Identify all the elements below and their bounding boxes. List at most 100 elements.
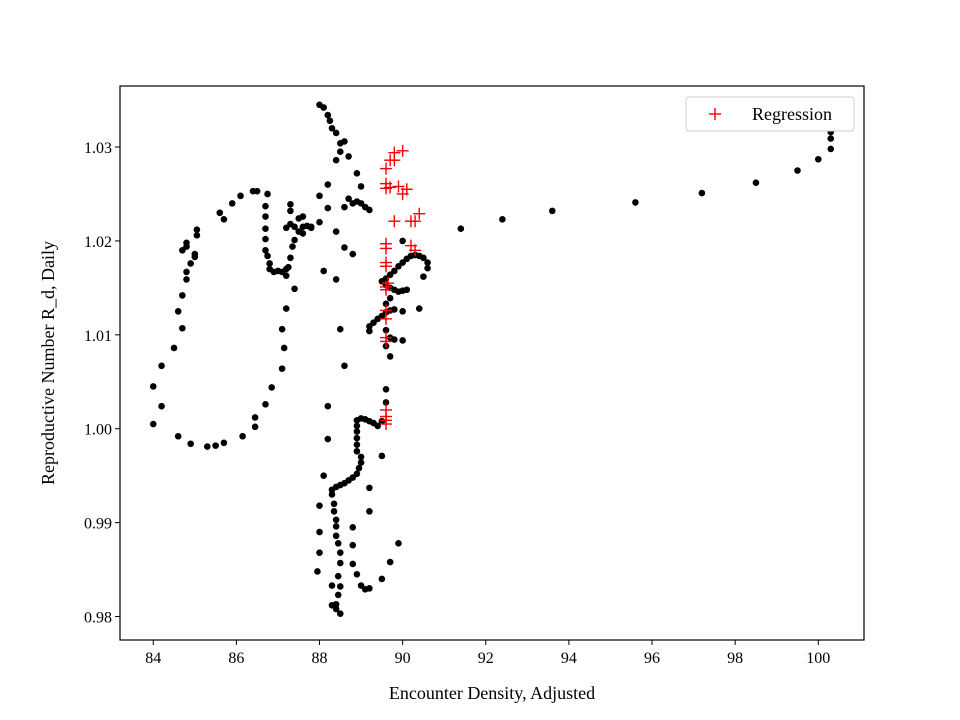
data-point [174,308,182,315]
data-point [698,189,706,197]
data-point [341,244,348,251]
data-point [149,420,157,428]
data-point [357,183,365,190]
data-point [332,276,340,283]
regression-point [400,183,413,196]
data-point [332,516,340,524]
data-point [251,414,259,421]
data-point [827,135,835,142]
x-axis-label: Encounter Density, Adjusted [389,683,595,703]
y-tick-label: 1.02 [84,234,112,251]
data-point [378,417,386,425]
y-axis: 0.98 0.99 1.00 1.01 1.02 1.03 [84,140,120,627]
regression-point [380,335,393,348]
data-point [332,523,340,530]
data-point [316,192,323,200]
x-axis: 84 86 88 90 92 94 96 98 100 [145,640,830,667]
data-point [203,443,211,450]
data-point [287,254,294,262]
data-point [220,439,228,447]
data-point [382,399,390,406]
data-point [353,416,361,424]
data-point [341,203,348,211]
data-point [328,491,336,498]
data-point [291,285,298,293]
data-point [424,264,431,272]
legend: Regression [685,96,855,132]
data-point [262,247,269,254]
data-point [353,570,361,578]
data-point [324,111,332,119]
data-point [366,508,373,515]
data-point [191,253,199,261]
x-tick-label: 90 [395,650,411,667]
data-point [282,265,290,273]
data-point [316,549,323,556]
data-point [328,601,336,609]
y-tick-label: 0.99 [84,516,112,533]
data-point [316,218,323,226]
data-point [264,252,271,260]
data-point [228,200,236,207]
data-point [357,453,365,461]
data-point [332,228,340,235]
data-point [378,575,386,583]
data-point [324,181,332,188]
data-point [149,383,157,390]
data-point [336,549,344,556]
data-point [307,223,315,231]
data-point [332,532,340,540]
data-point [424,259,431,266]
data-point [316,502,323,510]
data-point [251,423,259,431]
x-tick-label: 88 [312,650,328,667]
data-point [336,559,344,567]
data-point [262,235,269,243]
data-point [287,207,294,215]
data-point [330,508,338,515]
data-point [278,365,286,372]
regression-series [380,144,426,431]
data-point [170,344,178,352]
data-point [341,138,348,145]
data-point [330,500,338,508]
data-point [334,539,342,547]
regression-point [384,181,397,194]
data-point [334,572,342,580]
data-point [332,156,340,164]
data-point [216,209,224,217]
data-point [378,452,386,460]
data-point [415,305,423,312]
data-point [158,362,165,370]
data-point [457,225,465,233]
data-point [399,337,406,344]
data-point [420,273,427,280]
data-point [264,190,271,198]
data-point [345,195,352,202]
data-point [366,206,373,214]
data-point [332,129,340,137]
regression-point [396,144,409,157]
data-point [355,464,363,472]
data-point [382,326,390,334]
y-axis-label: Reproductive Number R_d, Daily [38,241,58,485]
data-point [179,324,186,332]
x-tick-label: 94 [561,650,577,667]
data-point [334,591,342,599]
data-point [278,325,286,333]
data-point [382,385,390,393]
data-point [353,441,361,448]
data-point [316,528,323,536]
data-point [220,216,228,223]
data-point [262,401,269,408]
data-point [395,262,402,270]
regression-point [413,207,426,220]
data-point [814,155,822,163]
data-point [324,402,332,410]
data-point [357,459,365,466]
regression-point [380,418,393,431]
data-point [336,583,344,590]
y-tick-label: 1.01 [84,328,112,345]
legend-marker-regression [709,108,721,120]
x-tick-label: 100 [806,650,830,667]
